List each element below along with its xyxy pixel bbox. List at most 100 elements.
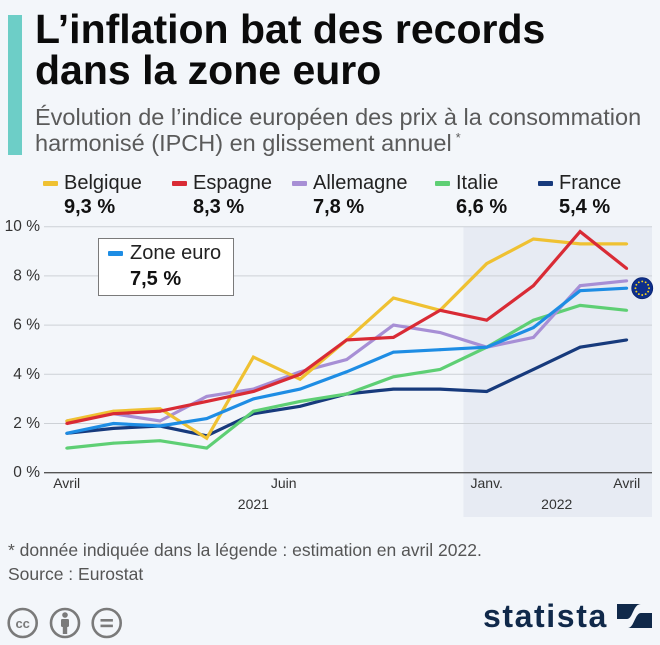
data-point [578,284,582,288]
data-point [625,267,629,270]
statista-logo-icon [617,604,652,628]
data-point [111,422,115,425]
data-point [65,422,69,425]
x-tick-label: Juin [271,475,297,491]
data-point [391,387,395,391]
legend-label: France [559,172,622,194]
data-point [111,427,115,430]
data-point [65,431,69,435]
legend-label: Allemagne [313,172,408,194]
legend-value: 8,3 % [193,196,245,218]
y-tick-label: 2 % [13,415,40,432]
y-tick-label: 6 % [13,317,40,334]
data-point [485,262,489,265]
data-point [298,377,302,381]
legend-swatch [538,181,553,186]
data-point [345,358,349,361]
data-point [251,355,255,359]
data-point [438,367,442,371]
legend-swatch [435,181,450,186]
legend-swatch [172,181,187,186]
highlight-band-2022 [463,226,652,517]
chart-subtitle-line-2: harmonisé (IPCH) en glissement annuel * [35,130,641,160]
attribution-icon [49,607,81,639]
chart-subtitle: Évolution de l’indice européen des prix … [35,104,641,160]
legend-label: Italie [456,172,499,194]
data-point [438,387,442,391]
data-point [438,331,442,334]
data-point [298,404,302,408]
legend-value: 5,4 % [559,196,611,218]
data-point [205,446,209,450]
chart-subtitle-line-2-text: harmonisé (IPCH) en glissement annuel [35,130,452,156]
data-point [298,387,302,391]
no-derivatives-icon [91,607,122,639]
data-point [158,439,162,443]
creative-commons-icon: cc [7,607,39,639]
data-point [532,284,535,288]
data-point [111,409,115,413]
data-point [578,289,582,293]
series-espagne [65,229,629,426]
data-point [391,336,395,339]
y-tick-label: 4 % [13,366,40,383]
chart-title-line-2: dans la zone euro [35,47,382,93]
data-point [158,409,162,413]
data-point [625,308,629,312]
legend-label: Espagne [193,172,272,194]
legend-value: 7,5 % [130,268,182,290]
data-point [578,345,582,349]
data-point [158,424,162,428]
y-tick-label: 8 % [13,267,40,284]
legend-swatch [43,181,58,186]
data-point [298,372,302,376]
data-point [532,237,535,241]
data-point [578,304,582,307]
data-point [205,395,209,398]
data-point [251,397,255,401]
data-point [625,338,629,342]
chart-title: L’inflation bat des records dans la zone… [35,9,545,91]
data-point [205,399,209,403]
data-point [65,446,69,450]
data-point [205,436,209,440]
statista-wordmark: statista [483,598,608,634]
chart-title-line-1: L’inflation bat des records [35,6,546,52]
data-point [205,417,209,420]
data-point [391,323,395,327]
data-point [532,367,535,371]
data-point [158,419,162,423]
legend-label: Belgique [64,172,142,194]
year-label: 2021 [238,496,269,512]
legend-value: 6,6 % [456,196,508,218]
eu-flag-icon [631,277,654,300]
data-point [532,336,535,339]
source-line: Source : Eurostat [8,564,144,584]
data-point [438,308,442,312]
data-point [391,350,395,354]
footnote-marker: * [455,130,461,145]
data-point [625,242,629,246]
series-italie [65,303,629,450]
legend-item-zone-euro: Zone euro 7,5 % [98,238,234,296]
data-point [345,370,349,374]
y-tick-label: 10 % [5,218,41,235]
data-point [625,279,629,283]
data-point [251,409,255,413]
series-zone-euro [65,286,629,435]
data-point [298,399,302,403]
data-point [578,230,582,234]
data-point [532,326,535,329]
x-tick-label: Janv. [471,475,503,491]
legend-value: 9,3 % [64,196,116,218]
data-point [438,348,442,352]
title-accent-bar [8,15,22,155]
x-tick-label: Avril [613,475,640,491]
data-point [485,318,489,322]
data-point [625,286,629,290]
y-tick-label: 0 % [13,464,40,481]
data-point [391,296,395,300]
license-icons: cc [7,607,122,639]
chart-subtitle-line-1: Évolution de l’indice européen des prix … [35,104,642,130]
cc-glyph: cc [15,616,29,631]
